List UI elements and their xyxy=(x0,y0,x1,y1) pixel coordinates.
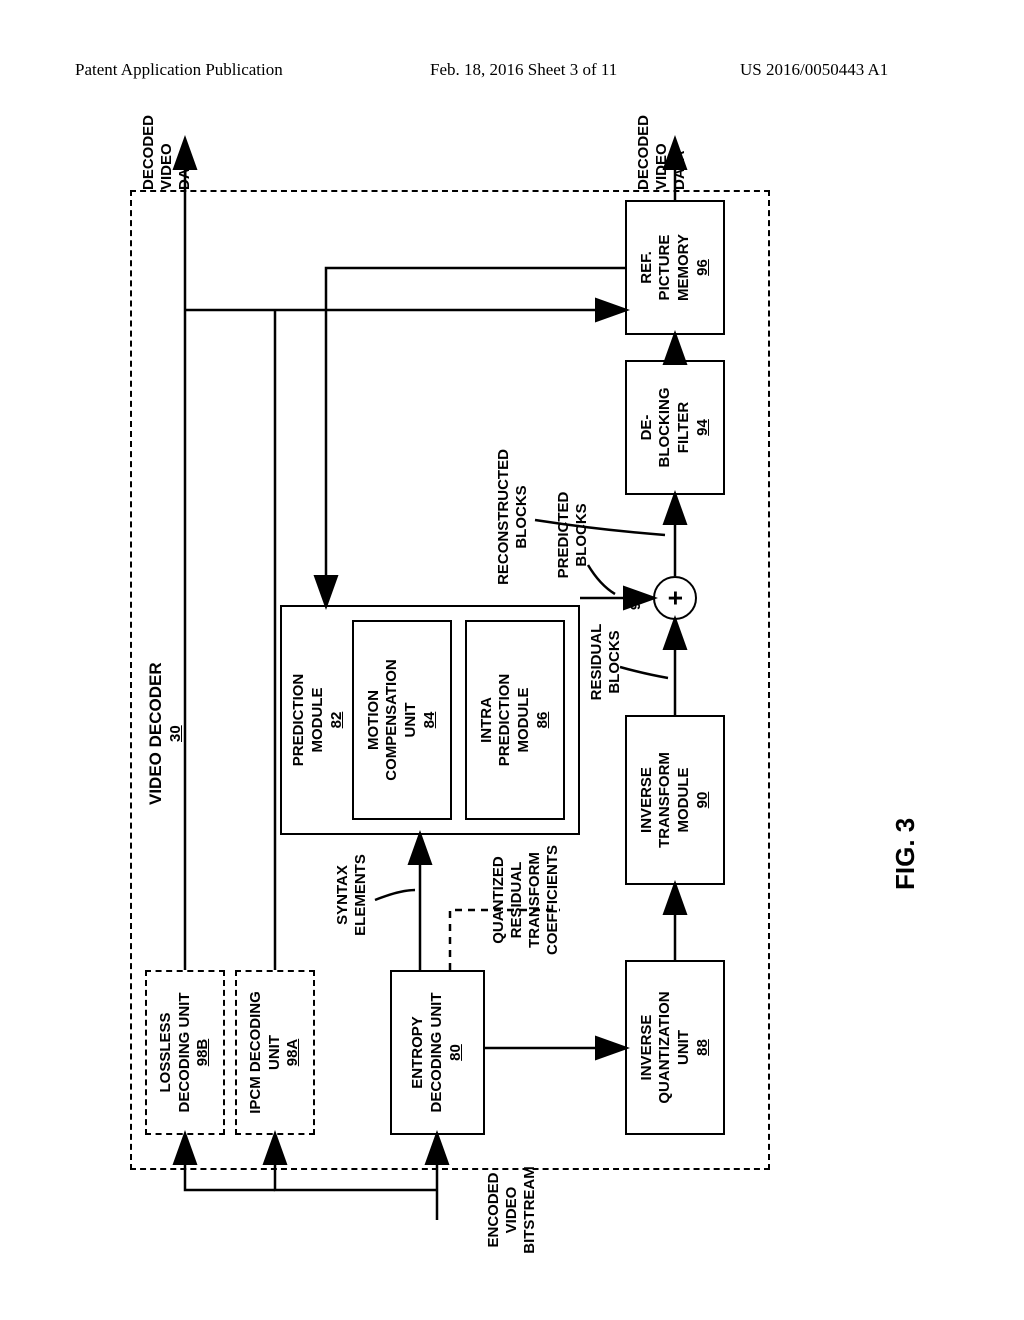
header-center: Feb. 18, 2016 Sheet 3 of 11 xyxy=(430,60,617,80)
wires xyxy=(90,130,910,1230)
video-decoder-diagram: VIDEO DECODER 30 ENCODED VIDEO BITSTREAM… xyxy=(90,130,910,1230)
header-left: Patent Application Publication xyxy=(75,60,283,80)
header-right: US 2016/0050443 A1 xyxy=(740,60,888,80)
page: Patent Application Publication Feb. 18, … xyxy=(0,0,1024,1320)
